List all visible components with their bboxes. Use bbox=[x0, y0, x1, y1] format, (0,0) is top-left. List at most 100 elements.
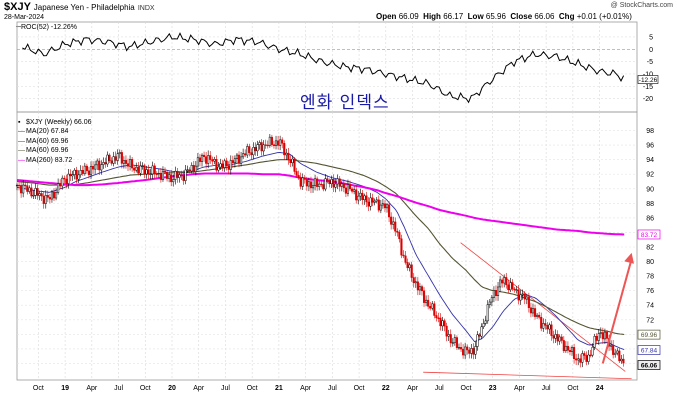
candle-body bbox=[536, 314, 539, 317]
candle-body bbox=[568, 350, 572, 352]
price-y-tick-label: 80 bbox=[646, 259, 654, 266]
candle-body bbox=[383, 203, 387, 209]
candle-body bbox=[566, 345, 569, 351]
candle-body bbox=[476, 334, 479, 347]
candle-body bbox=[365, 195, 368, 203]
candle-body bbox=[484, 320, 487, 324]
candle-body bbox=[499, 279, 502, 288]
candle-body bbox=[605, 331, 609, 339]
close-label: Close bbox=[510, 12, 533, 21]
price-y-tick-label: 92 bbox=[646, 172, 654, 179]
candle-body bbox=[496, 286, 500, 296]
candle-body bbox=[61, 177, 64, 187]
symbol: $XJY bbox=[4, 1, 31, 13]
candle-body bbox=[527, 296, 530, 308]
candle-body bbox=[293, 158, 296, 172]
candle-body bbox=[283, 143, 286, 156]
candle-body bbox=[402, 254, 405, 257]
candle-body bbox=[137, 166, 140, 174]
candle-body bbox=[521, 293, 524, 296]
candle-body bbox=[135, 166, 138, 171]
candle-body bbox=[552, 335, 555, 339]
candle-body bbox=[186, 169, 189, 171]
candle-body bbox=[544, 323, 547, 326]
low-value: 65.96 bbox=[485, 12, 506, 21]
x-tick-label: Jul bbox=[328, 385, 337, 392]
candle-body bbox=[240, 156, 243, 164]
candle-body bbox=[564, 345, 567, 352]
high-value: 66.17 bbox=[443, 12, 464, 21]
candle-body bbox=[100, 164, 103, 171]
watermark: @ StockCharts.com bbox=[610, 2, 673, 9]
candle-body bbox=[48, 197, 51, 200]
candle-body bbox=[599, 332, 602, 334]
candle-body bbox=[332, 179, 335, 188]
price-y-tick-label: 94 bbox=[646, 157, 654, 164]
candle-body bbox=[15, 184, 19, 187]
candle-body bbox=[437, 317, 440, 319]
candle-body bbox=[172, 179, 175, 183]
candle-body bbox=[244, 153, 247, 156]
candle-body bbox=[67, 173, 70, 184]
candle-body bbox=[38, 193, 41, 196]
candle-body bbox=[575, 358, 578, 361]
candle-body bbox=[285, 152, 288, 156]
price-y-tick-label: 88 bbox=[646, 201, 654, 208]
candle-body bbox=[32, 195, 35, 197]
candle-body bbox=[277, 140, 280, 146]
candle-body bbox=[52, 191, 56, 199]
candle-body bbox=[126, 163, 130, 167]
trendline bbox=[460, 242, 626, 372]
candle-body bbox=[59, 183, 62, 187]
price-y-tick-label: 74 bbox=[646, 303, 654, 310]
candle-body bbox=[505, 277, 508, 286]
candle-body bbox=[223, 160, 226, 168]
candle-body bbox=[55, 192, 58, 199]
candle-body bbox=[338, 178, 341, 187]
candle-body bbox=[377, 199, 380, 211]
candle-body bbox=[451, 342, 454, 344]
candle-body bbox=[65, 178, 68, 184]
candle-body bbox=[324, 178, 327, 190]
candle-body bbox=[305, 179, 308, 187]
x-tick-label: Oct bbox=[140, 385, 151, 392]
candle-body bbox=[433, 303, 436, 316]
chart-date: 28-Mar-2024 bbox=[4, 14, 45, 21]
candle-body bbox=[108, 154, 111, 162]
candle-body bbox=[379, 204, 382, 211]
x-tick-label: 24 bbox=[596, 385, 604, 392]
roc-panel-label: ─ROC(52) -12.26% bbox=[16, 24, 77, 31]
high-label: High bbox=[423, 12, 441, 21]
candle-body bbox=[620, 358, 623, 362]
candle-body bbox=[392, 221, 395, 225]
x-tick-label: Oct bbox=[354, 385, 365, 392]
candle-body bbox=[548, 324, 551, 330]
candle-body bbox=[371, 197, 374, 203]
candle-body bbox=[246, 146, 249, 156]
candle-body bbox=[26, 185, 29, 192]
close-value-tag: 66.06 bbox=[641, 363, 658, 370]
candle-body bbox=[612, 344, 615, 355]
roc-y-tick-label: -20 bbox=[643, 96, 653, 103]
candle-body bbox=[18, 184, 21, 187]
candle-body bbox=[589, 354, 592, 357]
candle-body bbox=[170, 174, 173, 183]
candle-body bbox=[139, 165, 142, 174]
candle-body bbox=[219, 163, 222, 168]
candle-body bbox=[203, 154, 206, 157]
candle-body bbox=[149, 173, 152, 176]
price-y-tick-label: 96 bbox=[646, 143, 654, 150]
candle-body bbox=[344, 187, 347, 194]
exchange: INDX bbox=[137, 5, 155, 12]
candle-body bbox=[96, 160, 99, 166]
candle-body bbox=[550, 324, 553, 336]
candle-body bbox=[98, 160, 101, 171]
x-tick-label: Apr bbox=[300, 385, 312, 392]
candle-body bbox=[264, 144, 267, 146]
candle-body bbox=[178, 174, 181, 178]
candle-body bbox=[515, 289, 518, 291]
price-y-tick-label: 76 bbox=[646, 288, 654, 295]
x-tick-label: Apr bbox=[407, 385, 419, 392]
candle-body bbox=[509, 282, 512, 291]
candle-body bbox=[281, 139, 284, 144]
